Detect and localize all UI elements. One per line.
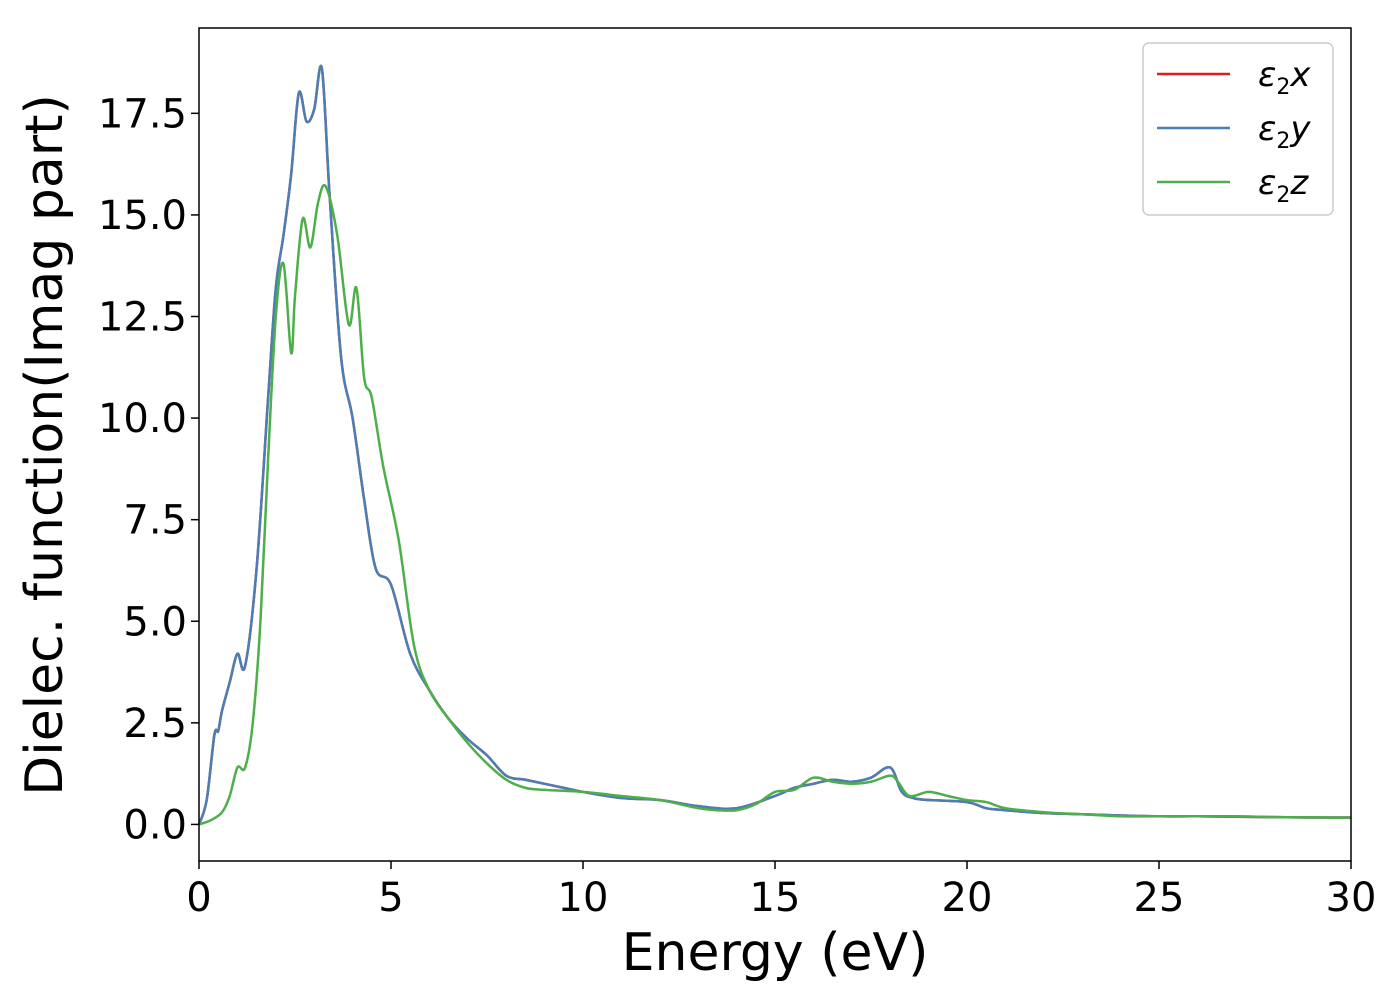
y-tick-label: 17.5 (98, 91, 187, 137)
legend: ε2x ε2y ε2z (1142, 42, 1334, 216)
legend-box (1142, 42, 1334, 216)
y-tick-label: 15.0 (98, 193, 187, 239)
series-line-z (198, 183, 1352, 826)
y-tick-label: 12.5 (98, 295, 187, 341)
x-tick-label: 30 (1326, 875, 1377, 921)
series-line-y (197, 64, 1352, 825)
x-tick-label: 20 (942, 875, 993, 921)
legend-label-y: ε2y (1258, 109, 1311, 154)
y-tick-label: 10.0 (98, 396, 187, 442)
x-tick-label: 0 (186, 875, 211, 921)
x-tick-label: 5 (378, 875, 403, 921)
legend-label-z: ε2z (1258, 163, 1309, 208)
y-tick-label: 0.0 (123, 802, 187, 848)
x-tick-label: 25 (1134, 875, 1185, 921)
legend-label-x: ε2x (1258, 55, 1311, 100)
y-axis-title: Dielec. function(Imag part) (15, 94, 75, 796)
y-tick-label: 7.5 (123, 498, 187, 544)
x-axis-ticks: 0 5 10 15 20 25 30 (186, 861, 1376, 921)
legend-items: ε2x ε2y ε2z (1157, 55, 1311, 208)
y-tick-label: 5.0 (123, 599, 187, 645)
x-tick-label: 10 (558, 875, 609, 921)
x-axis-title: Energy (eV) (622, 923, 929, 983)
y-tick-label: 2.5 (123, 701, 187, 747)
series-layer (197, 64, 1352, 826)
x-tick-label: 15 (750, 875, 801, 921)
y-axis-ticks: 0.0 2.5 5.0 7.5 10.0 12.5 15.0 17.5 (98, 91, 199, 848)
